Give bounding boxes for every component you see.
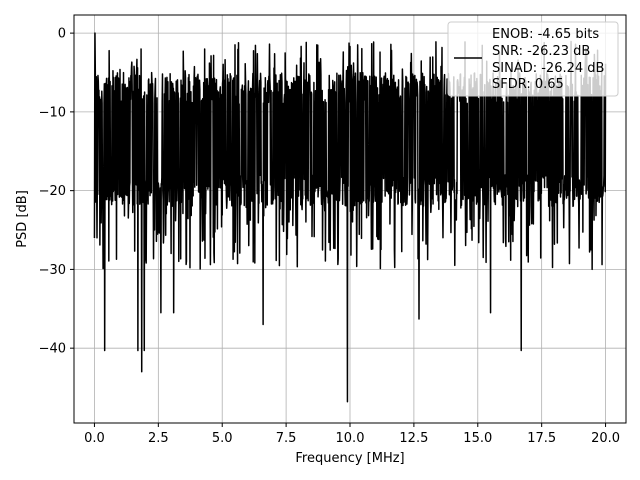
legend-entry-snr: SNR: -26.23 dB (492, 44, 590, 59)
x-tick-label: 10.0 (336, 431, 365, 446)
plot-area (93, 32, 607, 403)
y-tick-label: −40 (39, 342, 66, 357)
x-tick-label: 0.0 (84, 431, 105, 446)
x-tick-label: 7.5 (276, 431, 297, 446)
psd-series-line (93, 32, 607, 403)
y-tick-label: 0 (58, 27, 66, 42)
y-tick-label: −20 (39, 184, 66, 199)
legend: ENOB: -4.65 bits SNR: -26.23 dB SINAD: -… (447, 21, 619, 97)
x-axis-ticks: 0.0 2.5 5.0 7.5 10.0 12.5 15.0 17.5 20.0 (84, 423, 620, 446)
y-tick-label: −30 (39, 263, 66, 278)
y-tick-label: −10 (39, 105, 66, 120)
legend-entry-sfdr: SFDR: 0.65 (492, 77, 564, 92)
x-tick-label: 17.5 (527, 431, 556, 446)
x-tick-label: 5.0 (212, 431, 233, 446)
legend-entry-sinad: SINAD: -26.24 dB (492, 61, 604, 76)
legend-entry-enob: ENOB: -4.65 bits (492, 27, 599, 42)
x-tick-label: 20.0 (591, 431, 620, 446)
x-axis-label: Frequency [MHz] (295, 451, 404, 466)
x-tick-label: 2.5 (148, 431, 169, 446)
y-axis-ticks: 0 −10 −20 −30 −40 (39, 27, 74, 357)
y-axis-label: PSD [dB] (15, 190, 30, 248)
x-tick-label: 12.5 (399, 431, 428, 446)
x-tick-label: 15.0 (463, 431, 492, 446)
legend-box (447, 21, 619, 97)
